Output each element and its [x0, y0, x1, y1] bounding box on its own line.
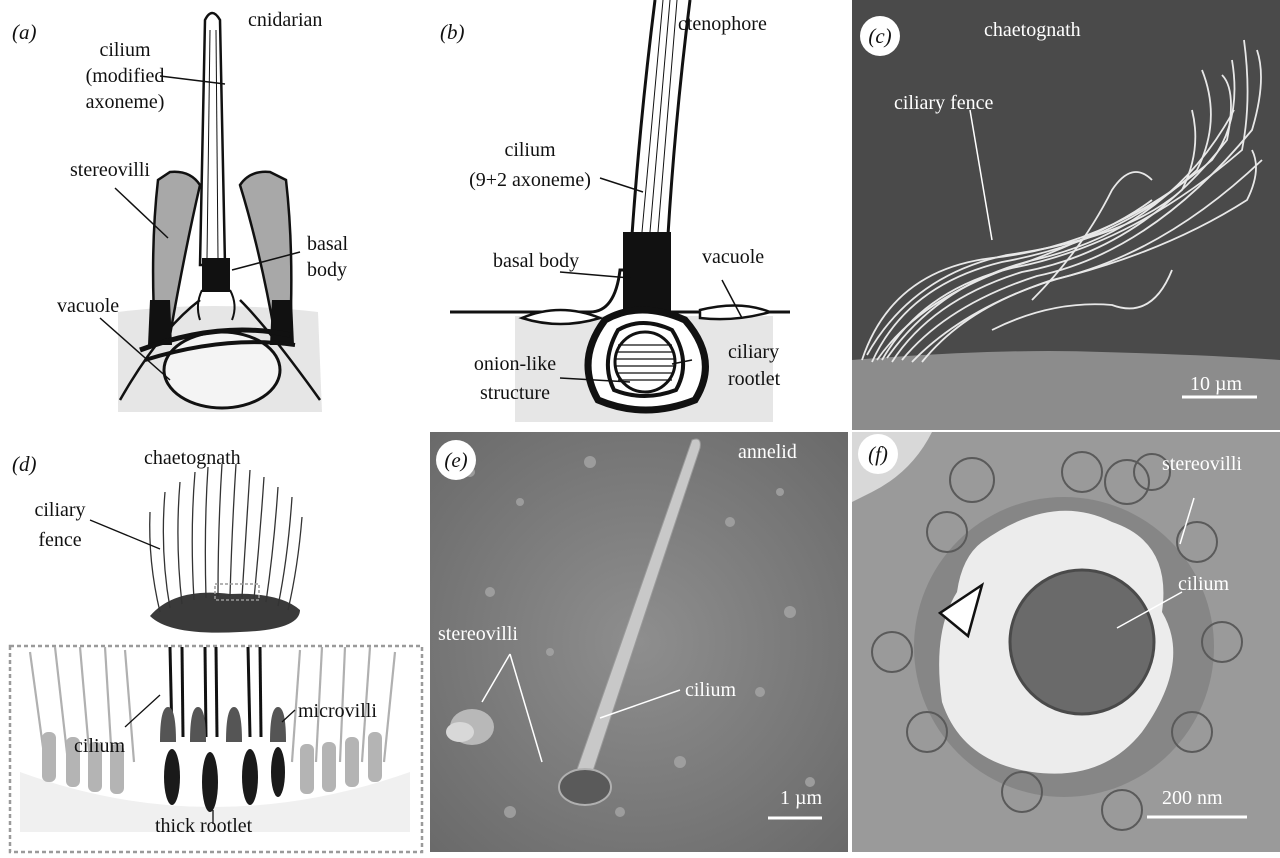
- panel-label-c: (c): [860, 16, 900, 56]
- label-cilium: cilium: [1178, 573, 1230, 595]
- label-cilium: cilium: [74, 735, 126, 757]
- panel-label-f: (f): [858, 434, 898, 474]
- ctenophore-drawing: [450, 0, 790, 422]
- label-microvilli: microvilli: [298, 700, 377, 722]
- label-body: body: [307, 259, 347, 281]
- panel-label-b: (b): [440, 20, 465, 44]
- label-stereovilli: stereovilli: [70, 159, 150, 181]
- scale-bar-label: 200 nm: [1162, 787, 1223, 809]
- sem-ciliary-fence: [852, 39, 1280, 430]
- label-thick-rootlet: thick rootlet: [155, 815, 253, 837]
- panel-d: (d) chaetognath ciliary fence cilium mic…: [0, 432, 425, 858]
- label-fence: fence: [38, 529, 82, 551]
- panel-label-e: (e): [436, 440, 476, 480]
- panel-e: (e) annelid stereovilli cilium 1 µm: [430, 432, 848, 852]
- label-onion-2: structure: [480, 382, 550, 404]
- title-annelid: annelid: [738, 441, 797, 463]
- panel-label-d: (d): [12, 452, 37, 476]
- label-basal: basal: [307, 233, 349, 255]
- scale-bar-label: 10 µm: [1190, 373, 1243, 395]
- label-ciliary: ciliary: [728, 341, 780, 363]
- label-basal-body: basal body: [493, 250, 580, 272]
- panel-f: (f) stereovilli cilium 200 nm: [852, 432, 1280, 852]
- label-cilium: cilium: [685, 679, 737, 701]
- label-vacuole: vacuole: [702, 246, 765, 268]
- label-rootlet: rootlet: [728, 368, 781, 390]
- label-ciliary-fence: ciliary fence: [894, 92, 994, 114]
- label-ciliary: ciliary: [34, 499, 86, 521]
- label-stereovilli: stereovilli: [1162, 453, 1242, 475]
- panel-label-a: (a): [12, 20, 37, 44]
- title-chaetognath-drawing: chaetognath: [144, 447, 241, 469]
- chaetognath-drawing: [8, 463, 424, 854]
- title-chaetognath: chaetognath: [984, 19, 1081, 41]
- sem-annelid-cilium: [430, 432, 848, 852]
- label-cilium-1: cilium: [504, 139, 556, 161]
- label-stereovilli: stereovilli: [438, 623, 518, 645]
- title-ctenophore: ctenophore: [678, 13, 767, 35]
- scale-bar-label: 1 µm: [780, 787, 823, 809]
- panel-a: (a) cnidarian cilium (modified axoneme) …: [0, 0, 425, 430]
- label-cilium-line-1: cilium: [99, 39, 151, 61]
- cnidarian-drawing: [99, 11, 322, 412]
- tem-cross-section: [852, 432, 1247, 831]
- label-cilium-line-2: (modified: [85, 65, 165, 87]
- panel-b: (b) ctenophore cilium (9+2 axoneme) basa…: [430, 0, 850, 430]
- label-cilium-line-3: axoneme): [85, 91, 165, 113]
- label-vacuole: vacuole: [57, 295, 120, 317]
- label-cilium-2: (9+2 axoneme): [469, 169, 591, 191]
- label-onion-1: onion-like: [473, 353, 557, 375]
- title-cnidarian: cnidarian: [248, 9, 323, 31]
- panel-c: (c) chaetognath ciliary fence 10 µm: [852, 0, 1280, 430]
